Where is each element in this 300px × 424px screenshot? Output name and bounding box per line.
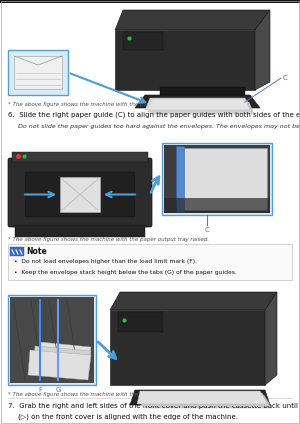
Text: Note: Note: [26, 247, 47, 256]
Bar: [123, 32, 163, 50]
Bar: [118, 312, 163, 332]
Polygon shape: [110, 310, 265, 385]
Bar: [25, 172, 135, 217]
Text: G: G: [55, 387, 61, 393]
Text: C: C: [283, 75, 288, 81]
Text: * The above figure shows the machine with the paper output tray raised.: * The above figure shows the machine wit…: [8, 102, 209, 107]
Bar: [10, 297, 94, 383]
Polygon shape: [255, 10, 270, 90]
Bar: [8, 244, 292, 280]
Bar: [164, 145, 270, 213]
Polygon shape: [14, 56, 62, 89]
Bar: [8, 50, 68, 95]
Polygon shape: [145, 395, 272, 408]
Text: (▷) on the front cover is aligned with the edge of the machine.: (▷) on the front cover is aligned with t…: [18, 414, 238, 421]
Text: Do not slide the paper guides too hard against the envelopes. The envelopes may : Do not slide the paper guides too hard a…: [18, 124, 300, 129]
Polygon shape: [151, 102, 254, 114]
Bar: [8, 295, 96, 385]
Polygon shape: [28, 350, 91, 380]
Polygon shape: [130, 390, 270, 405]
FancyBboxPatch shape: [8, 158, 152, 227]
Text: 7.  Grab the right and left sides of the front cover and push the cassette back : 7. Grab the right and left sides of the …: [8, 403, 300, 409]
Polygon shape: [265, 292, 277, 385]
Text: * The above figure shows the machine with the paper output tray raised.: * The above figure shows the machine wit…: [8, 392, 209, 397]
Bar: [162, 143, 272, 215]
Bar: [176, 146, 184, 212]
Bar: [0, 0, 300, 3]
Bar: [10, 247, 24, 256]
Bar: [15, 225, 145, 237]
Text: C: C: [205, 227, 209, 233]
Text: F: F: [38, 387, 42, 393]
Polygon shape: [141, 393, 270, 406]
Polygon shape: [43, 338, 91, 371]
Polygon shape: [10, 297, 94, 383]
Text: * The above figure shows the machine with the paper output tray raised.: * The above figure shows the machine wit…: [8, 237, 209, 242]
Bar: [12, 152, 148, 162]
Polygon shape: [38, 342, 91, 374]
Polygon shape: [135, 95, 260, 108]
Polygon shape: [137, 391, 268, 404]
Polygon shape: [33, 346, 91, 377]
Text: 6.  Slide the right paper guide (C) to align the paper guides with both sides of: 6. Slide the right paper guide (C) to al…: [8, 112, 300, 118]
Bar: [60, 177, 100, 212]
Polygon shape: [182, 148, 267, 210]
Bar: [160, 87, 245, 95]
Polygon shape: [110, 292, 277, 310]
Polygon shape: [115, 30, 255, 90]
Text: •  Keep the envelope stack height below the tabs (G) of the paper guides.: • Keep the envelope stack height below t…: [14, 270, 237, 275]
Text: •  Do not load envelopes higher than the load limit mark (F).: • Do not load envelopes higher than the …: [14, 259, 197, 264]
Polygon shape: [148, 100, 252, 112]
Polygon shape: [115, 10, 270, 30]
Bar: [164, 198, 270, 213]
Polygon shape: [145, 98, 250, 110]
